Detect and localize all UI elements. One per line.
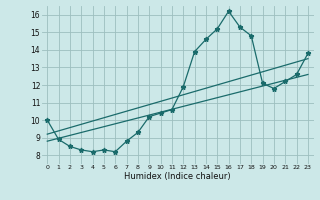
X-axis label: Humidex (Indice chaleur): Humidex (Indice chaleur)	[124, 172, 231, 181]
